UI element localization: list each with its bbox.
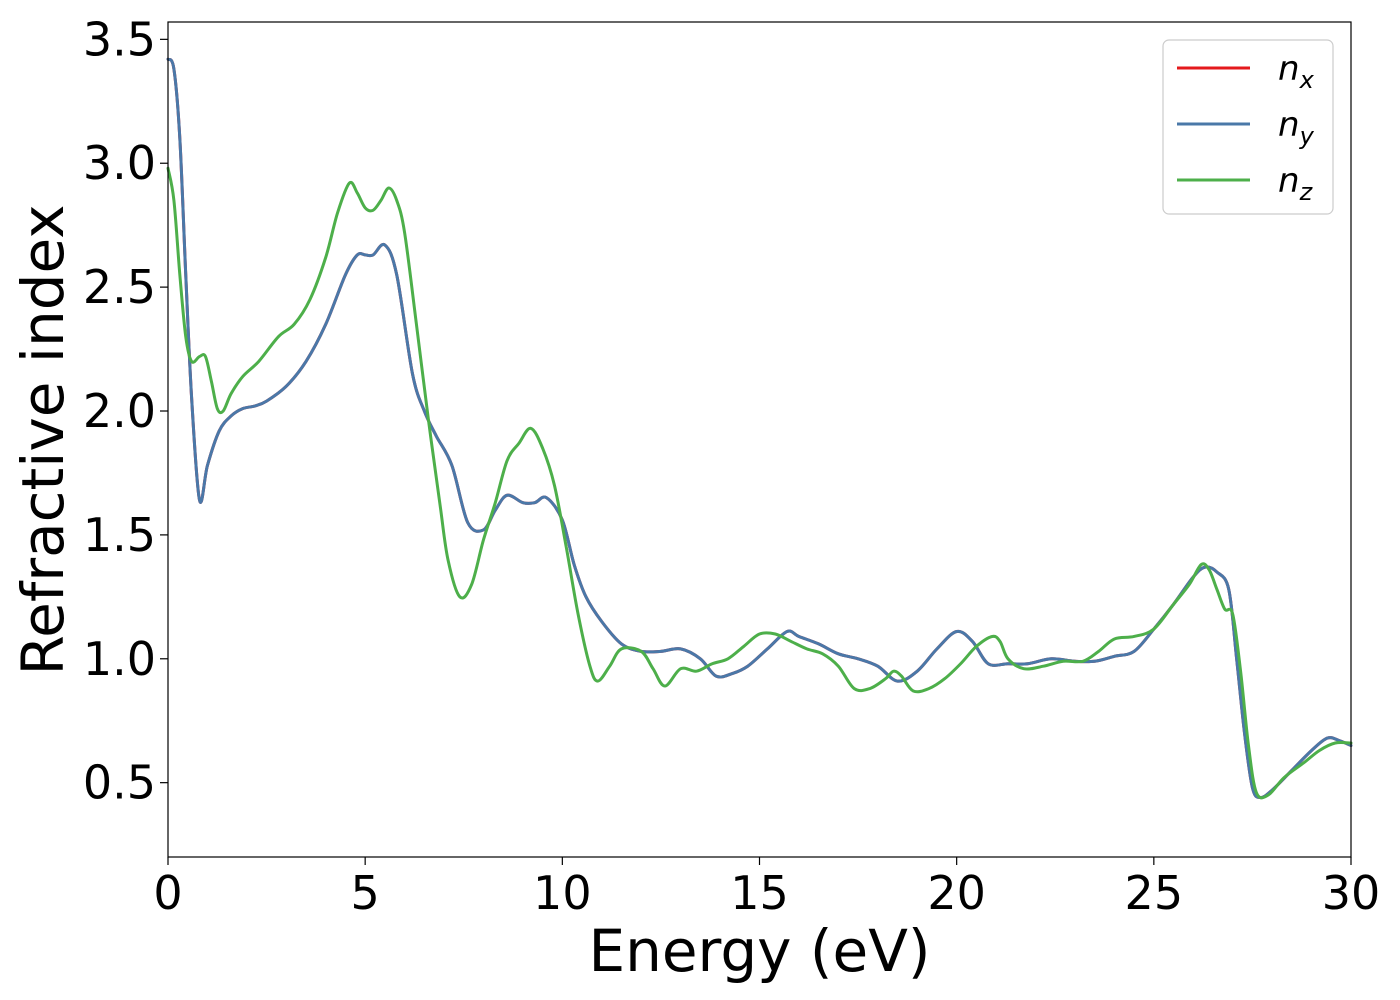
legend-label-subscript: z — [1299, 178, 1314, 206]
y-tick-label: 2.5 — [83, 260, 156, 314]
legend-label-main: n — [1278, 105, 1300, 145]
y-tick-label: 3.0 — [83, 136, 156, 190]
x-axis-ticks: 0 5 10 15 20 25 30 — [153, 857, 1380, 920]
plot-lines — [166, 57, 1353, 800]
legend-label-main: n — [1278, 49, 1300, 89]
legend-label-subscript: y — [1299, 122, 1315, 150]
y-tick-label: 2.0 — [83, 384, 156, 438]
x-tick-label: 20 — [927, 866, 986, 920]
x-axis-title: Energy (eV) — [588, 917, 930, 985]
legend-box — [1162, 39, 1334, 215]
y-axis-ticks: 0.5 1.0 1.5 2.0 2.5 3.0 3.5 — [83, 12, 168, 810]
legend-label-subscript: x — [1299, 66, 1315, 94]
y-tick-label: 1.0 — [83, 632, 156, 686]
x-tick-label: 15 — [730, 866, 789, 920]
x-tick-label: 5 — [351, 866, 380, 920]
x-tick-label: 0 — [153, 866, 182, 920]
y-tick-label: 3.5 — [83, 12, 156, 66]
legend-label: nz — [1278, 161, 1314, 206]
y-tick-label: 1.5 — [83, 508, 156, 562]
series-line-n-z — [166, 166, 1353, 800]
x-tick-label: 25 — [1125, 866, 1184, 920]
y-axis-title: Refractive index — [9, 204, 77, 675]
y-tick-label: 0.5 — [83, 756, 156, 810]
legend-label: nx — [1278, 49, 1315, 94]
legend-label: ny — [1278, 105, 1315, 150]
x-tick-label: 10 — [533, 866, 592, 920]
x-tick-label: 30 — [1322, 866, 1381, 920]
legend-label-main: n — [1278, 161, 1300, 201]
